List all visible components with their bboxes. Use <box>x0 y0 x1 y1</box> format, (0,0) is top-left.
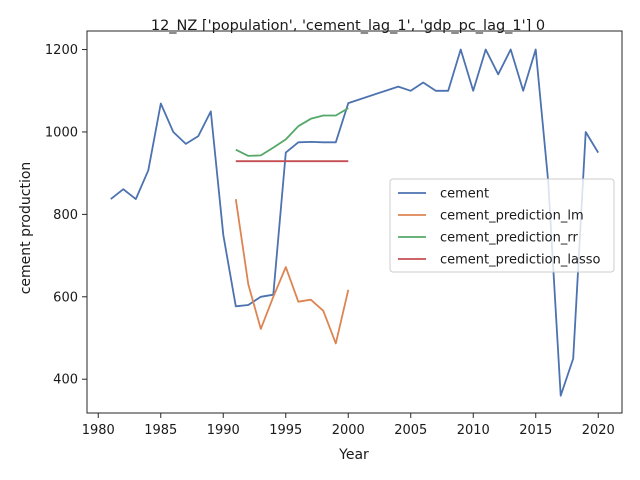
x-tick-label: 2015 <box>519 423 552 438</box>
x-tick-label: 1990 <box>207 423 240 438</box>
chart-title: 12_NZ ['population', 'cement_lag_1', 'gd… <box>151 18 545 34</box>
x-axis: 1980 1985 1990 1995 2000 2005 2010 2015 2020 <box>82 413 615 438</box>
series-line-2 <box>234 198 350 345</box>
y-axis: 400 600 800 1000 1200 <box>45 43 87 388</box>
series-line-3 <box>235 107 349 157</box>
x-tick-label: 2000 <box>332 423 365 438</box>
x-tick-label: 1985 <box>144 423 177 438</box>
legend-label: cement <box>440 187 489 202</box>
legend-label: cement_prediction_rr <box>440 231 578 246</box>
x-tick-label: 2020 <box>582 423 615 438</box>
plot-frame <box>86 30 623 414</box>
x-tick-label: 2010 <box>457 423 490 438</box>
legend-label: cement_prediction_lm <box>440 209 584 224</box>
y-tick-label: 600 <box>53 290 78 305</box>
y-tick-label: 400 <box>53 373 78 388</box>
y-tick-label: 800 <box>53 208 78 223</box>
legend-label: cement_prediction_lasso <box>440 253 600 268</box>
x-tick-label: 1980 <box>82 423 115 438</box>
series-line-1 <box>110 48 599 397</box>
y-tick-label: 1200 <box>45 43 78 58</box>
y-tick-label: 1000 <box>45 125 78 140</box>
legend-frame <box>389 178 615 273</box>
x-tick-label: 1995 <box>269 423 302 438</box>
plot-series <box>110 48 599 397</box>
x-tick-label: 2005 <box>394 423 427 438</box>
y-axis-label: cement production <box>18 162 34 295</box>
legend: cement cement_prediction_lm cement_predict… <box>389 178 615 273</box>
x-axis-label: Year <box>338 447 369 463</box>
